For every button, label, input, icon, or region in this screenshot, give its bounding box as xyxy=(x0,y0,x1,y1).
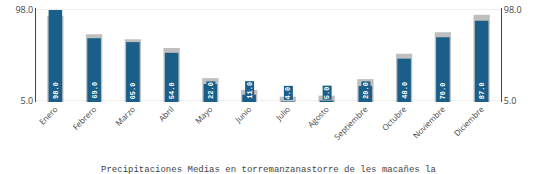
svg-text:54.0: 54.0 xyxy=(168,82,176,99)
svg-text:87.0: 87.0 xyxy=(478,82,486,99)
svg-text:98.0: 98.0 xyxy=(15,3,33,16)
svg-text:Precipitaciones Medias en torr: Precipitaciones Medias en torremanzanast… xyxy=(101,165,436,174)
svg-text:11.0: 11.0 xyxy=(246,82,254,99)
svg-text:20.0: 20.0 xyxy=(362,82,370,99)
svg-text:Mayo: Mayo xyxy=(192,103,214,125)
svg-text:Marzo: Marzo xyxy=(113,103,138,128)
svg-text:5.0: 5.0 xyxy=(21,94,34,107)
svg-text:Febrero: Febrero xyxy=(70,103,99,132)
svg-text:70.0: 70.0 xyxy=(439,83,447,100)
svg-text:98.0: 98.0 xyxy=(504,3,522,16)
svg-text:Junio: Junio xyxy=(232,103,254,125)
svg-text:48.0: 48.0 xyxy=(401,82,409,99)
svg-text:Enero: Enero xyxy=(36,103,59,126)
svg-text:5.0: 5.0 xyxy=(323,87,331,100)
svg-text:98.0: 98.0 xyxy=(52,82,60,99)
svg-text:5.0: 5.0 xyxy=(504,94,517,107)
svg-text:69.0: 69.0 xyxy=(91,82,99,99)
svg-text:Agosto: Agosto xyxy=(305,103,331,129)
svg-text:Noviembre: Noviembre xyxy=(410,103,447,140)
svg-text:Julio: Julio xyxy=(272,103,292,123)
svg-text:Abril: Abril xyxy=(156,103,176,123)
svg-text:22.0: 22.0 xyxy=(207,82,215,99)
svg-text:4.0: 4.0 xyxy=(284,87,292,100)
svg-text:Octubre: Octubre xyxy=(379,103,409,133)
svg-text:Septiembre: Septiembre xyxy=(331,103,370,142)
svg-text:65.0: 65.0 xyxy=(129,83,137,100)
svg-text:Diciembre: Diciembre xyxy=(451,103,486,138)
